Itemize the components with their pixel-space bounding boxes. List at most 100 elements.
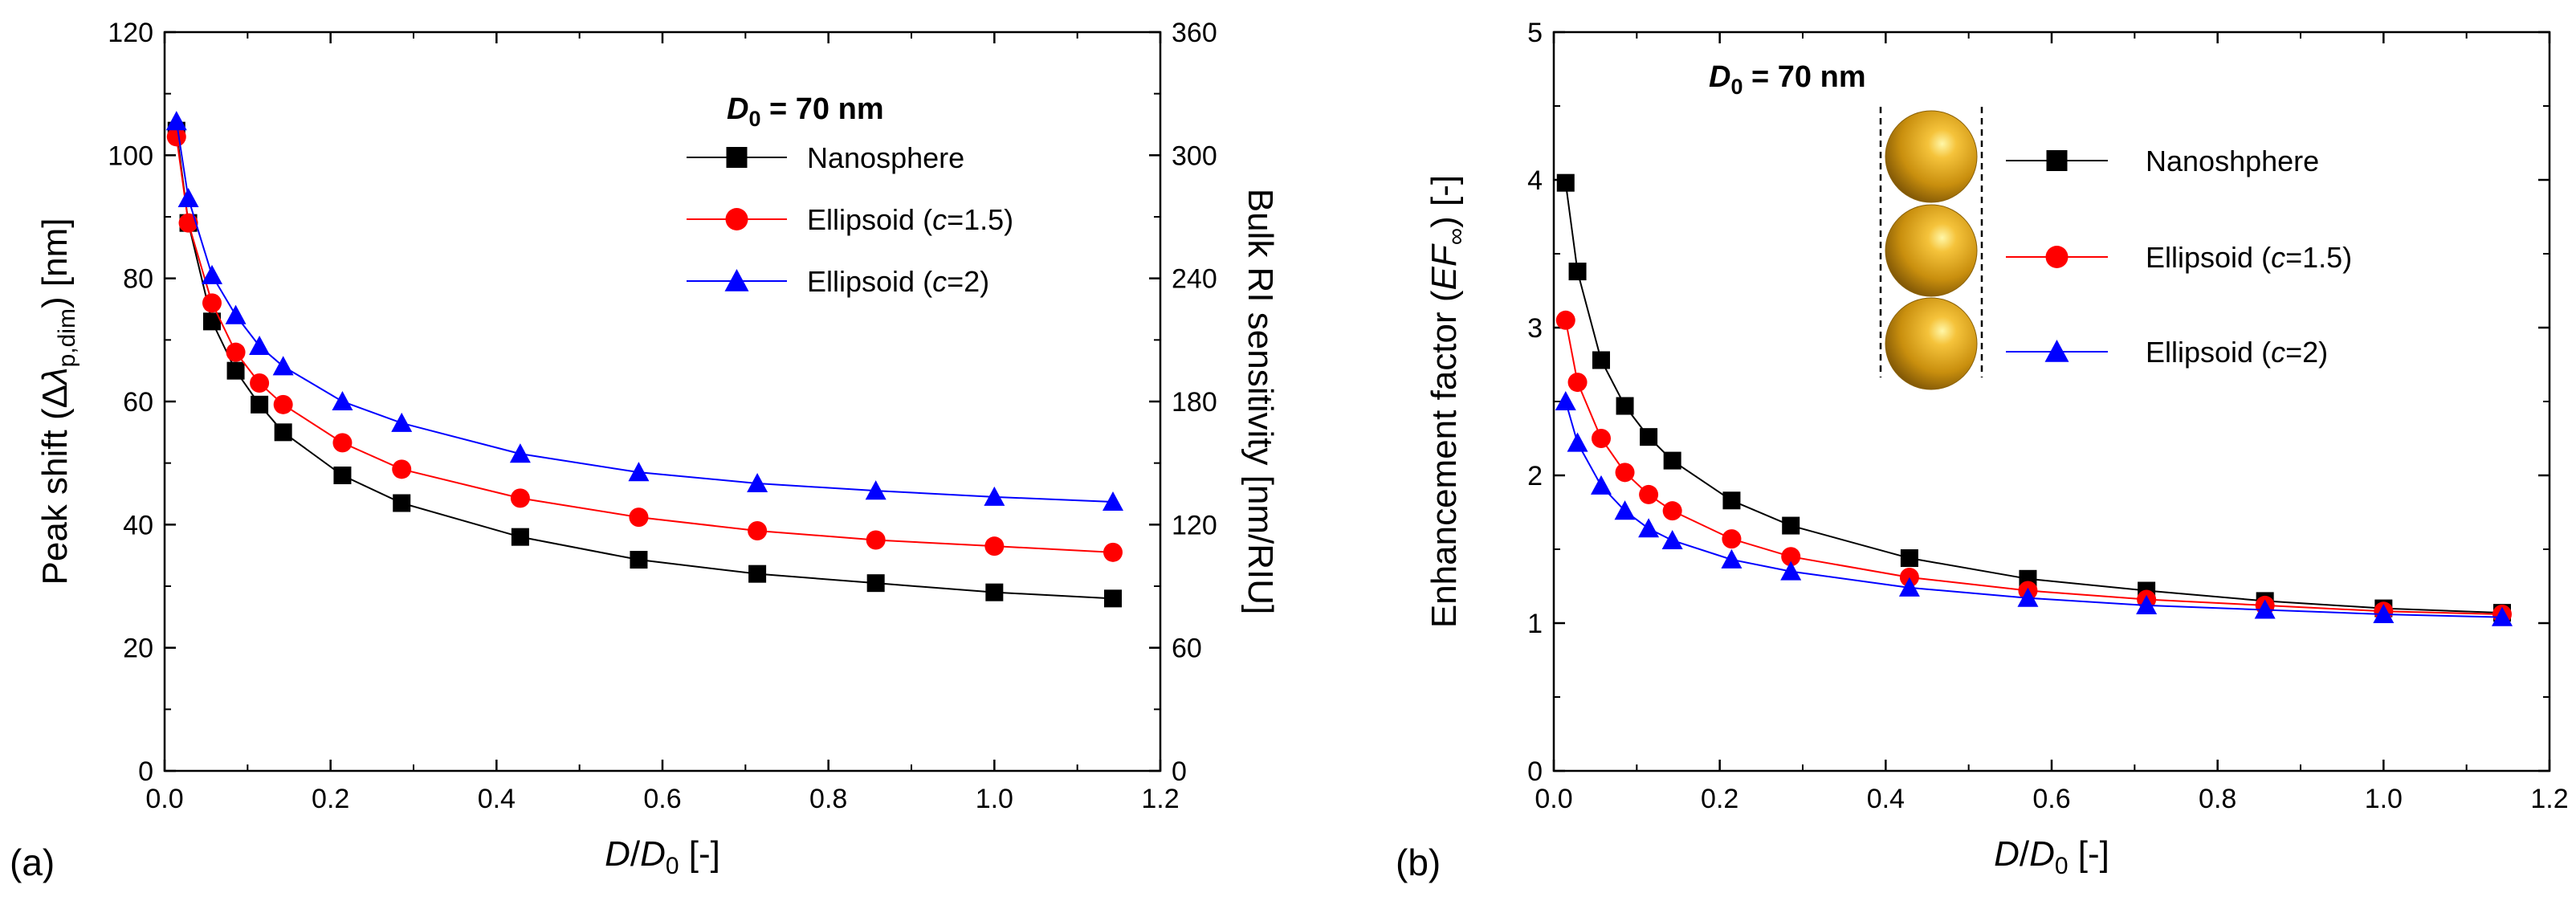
data-point xyxy=(748,521,768,540)
y-tick-label: 3 xyxy=(1527,313,1543,344)
data-point xyxy=(1615,463,1635,483)
y2-tick-label: 180 xyxy=(1172,387,1217,418)
x-tick-label: 0.6 xyxy=(643,784,681,814)
data-point xyxy=(1900,549,1918,568)
y2-tick-label: 360 xyxy=(1172,18,1217,48)
y-tick-label: 20 xyxy=(123,634,153,664)
legend-label: Nanoshphere xyxy=(2146,145,2319,177)
y-title-pre: Peak shift (Δ xyxy=(35,385,75,585)
series-line xyxy=(175,121,1114,503)
data-point xyxy=(2373,603,2395,624)
data-point xyxy=(511,528,529,546)
plot-frame xyxy=(163,31,1162,772)
data-point xyxy=(1555,391,1576,411)
x-axis-title: D/D0 [-] xyxy=(605,834,720,879)
data-point xyxy=(272,356,294,376)
data-point xyxy=(226,342,246,362)
data-point xyxy=(866,574,885,593)
x-title-sub: 0 xyxy=(666,853,679,879)
y-tick-label: 0 xyxy=(138,756,153,787)
data-point xyxy=(1556,173,1575,192)
x-title-unit: [-] xyxy=(2069,834,2109,874)
y2-tick-label: 0 xyxy=(1172,756,1187,787)
annotation-sub: 0 xyxy=(748,107,760,131)
data-point xyxy=(1898,577,1920,597)
legend-label-pre: Ellipsoid ( xyxy=(807,265,932,298)
x-tick-label: 0.8 xyxy=(809,784,847,814)
data-point xyxy=(865,480,887,500)
data-point xyxy=(1661,529,1683,550)
y-title-pre: Enhancement factor ( xyxy=(1425,290,1464,628)
data-point xyxy=(1663,451,1681,470)
data-point xyxy=(1640,428,1658,446)
legend-label-pre: Nanoshphere xyxy=(2146,145,2319,177)
y2-tick-label: 60 xyxy=(1172,634,1202,664)
data-point xyxy=(509,443,531,463)
x-tick-label: 0.4 xyxy=(1867,784,1905,814)
data-point xyxy=(985,583,1004,601)
legend-label-pre: Ellipsoid ( xyxy=(2146,336,2271,369)
annotation-d: D xyxy=(1709,60,1730,94)
data-point xyxy=(333,467,352,484)
data-point xyxy=(2254,599,2276,619)
annotation-d0: D0 = 70 nm xyxy=(1709,60,1866,99)
data-point xyxy=(393,494,411,512)
data-point xyxy=(273,394,293,414)
x-tick-label: 1.2 xyxy=(1141,784,1179,814)
data-point xyxy=(202,293,222,313)
x-tick-label: 0.2 xyxy=(1701,784,1738,814)
legend-label-italic: c xyxy=(932,203,947,236)
panel-a: 0.0 0.2 0.4 0.6 0.8 1.0 1.20204060801001200601… xyxy=(10,18,1280,883)
y2-axis-title: Bulk RI sensitivity [nm/RIU] xyxy=(1241,189,1280,615)
data-point xyxy=(2017,587,2039,607)
y-tick-label: 100 xyxy=(108,141,153,171)
legend-label-pre: Nanosphere xyxy=(807,141,964,174)
annotation-sub: 0 xyxy=(1730,75,1742,99)
legend-label-post: =2) xyxy=(2285,336,2328,369)
x-tick-label: 0.4 xyxy=(478,784,516,814)
gold-nanosphere xyxy=(1885,204,1978,297)
legend-label-italic: c xyxy=(932,265,947,298)
data-point xyxy=(225,304,247,324)
data-point xyxy=(202,264,223,284)
y-tick-label: 0 xyxy=(1527,756,1543,787)
data-point xyxy=(510,488,530,508)
legend-label: Ellipsoid (c=2) xyxy=(807,265,989,298)
x-tick-label: 1.0 xyxy=(976,784,1013,814)
legend-label: Ellipsoid (c=2) xyxy=(2146,336,2328,369)
data-point xyxy=(866,530,886,550)
data-point xyxy=(1591,475,1612,495)
data-point xyxy=(984,486,1005,506)
y-tick-label: 4 xyxy=(1527,165,1543,196)
data-point xyxy=(250,373,270,393)
data-point xyxy=(1567,432,1588,452)
series-line xyxy=(1564,182,2503,614)
annotation-rest: = 70 nm xyxy=(760,92,883,126)
panel-label: (a) xyxy=(10,842,55,883)
series-2 xyxy=(165,111,1123,512)
data-point xyxy=(249,336,271,356)
data-point xyxy=(2136,594,2158,614)
x-tick-label: 1.0 xyxy=(2365,784,2403,814)
data-point xyxy=(628,462,650,482)
plot-frame xyxy=(1552,31,2551,772)
data-point xyxy=(178,213,198,233)
series-0 xyxy=(1556,173,2511,622)
y-title-sub: ∞ xyxy=(1443,228,1469,245)
y-tick-label: 1 xyxy=(1527,609,1543,639)
y-axis-title: Peak shift (Δλp,dim) [nm] xyxy=(35,218,80,585)
x-tick-label: 1.2 xyxy=(2530,784,2568,814)
data-point xyxy=(630,551,648,569)
data-point xyxy=(1662,501,1682,521)
data-point xyxy=(1592,429,1612,448)
data-point xyxy=(2491,606,2513,626)
data-point xyxy=(391,412,413,432)
gold-nanosphere xyxy=(1885,297,1978,390)
series-line xyxy=(175,130,1114,600)
data-point xyxy=(1568,263,1587,281)
data-point xyxy=(1616,397,1634,415)
y2-tick-label: 240 xyxy=(1172,264,1217,295)
